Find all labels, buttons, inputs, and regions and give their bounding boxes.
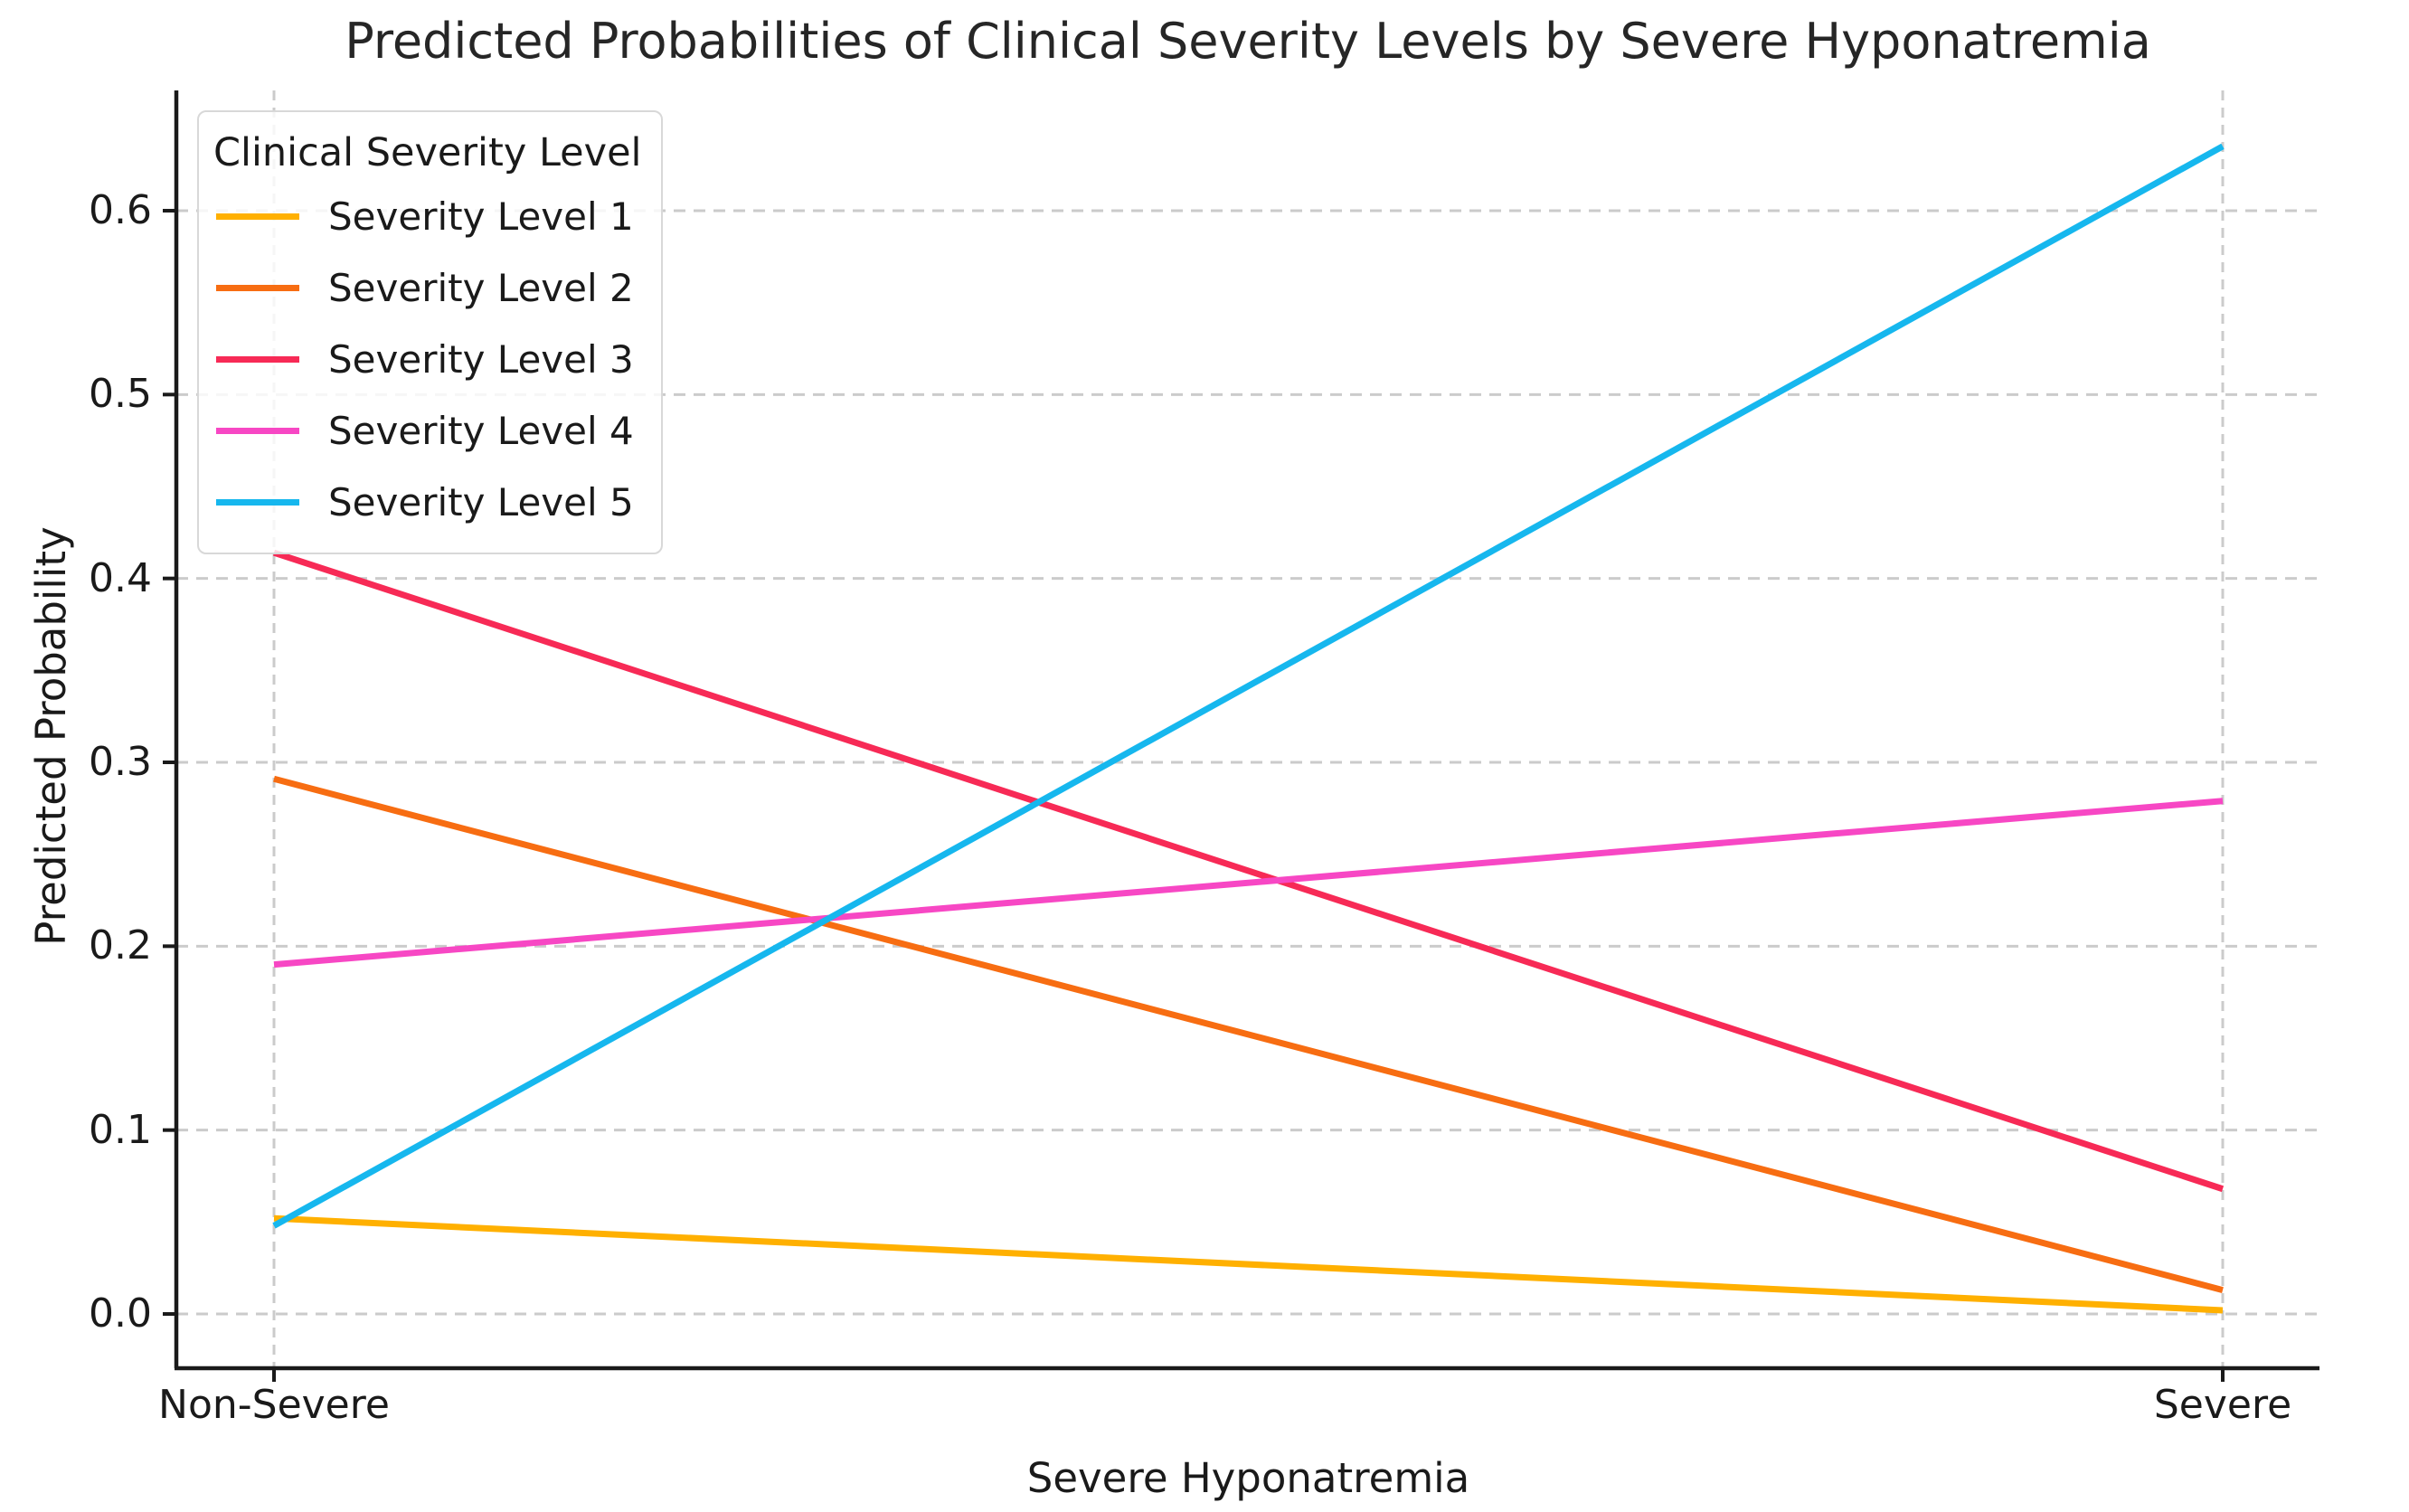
legend-item: Severity Level 4 [199,395,661,467]
legend: Clinical Severity Level Severity Level 1… [197,110,663,554]
legend-swatch-icon [216,213,299,220]
series-line-severity-level-3 [272,549,2225,1193]
y-tick-label: 0.1 [89,1106,152,1153]
x-tick-label: Severe [2153,1382,2292,1428]
legend-item: Severity Level 5 [199,467,661,538]
legend-item-label: Severity Level 3 [328,337,634,382]
legend-item-label: Severity Level 2 [328,266,634,310]
legend-item-label: Severity Level 5 [328,480,634,524]
series-line-severity-level-2 [273,775,2224,1293]
y-tick-label: 0.0 [89,1290,152,1337]
chart-title: Predicted Probabilities of Clinical Seve… [345,13,2151,70]
x-axis-label: Severe Hyponatremia [1026,1454,1470,1502]
y-tick-label: 0.3 [89,738,152,785]
y-tick-label: 0.6 [89,186,152,233]
x-tick-label: Non-Severe [158,1382,390,1428]
y-axis-label: Predicted Probability [27,526,75,946]
legend-title: Clinical Severity Level [213,130,642,175]
legend-swatch-icon [216,356,299,363]
legend-item: Severity Level 2 [199,252,661,324]
series-line-severity-level-1 [273,1214,2224,1314]
y-tick-label: 0.4 [89,554,152,601]
legend-items: Severity Level 1 Severity Level 2 Severity… [199,181,661,538]
legend-item-label: Severity Level 1 [328,194,634,239]
legend-item: Severity Level 1 [199,181,661,252]
series-line-severity-level-4 [273,798,2224,969]
legend-item: Severity Level 3 [199,324,661,395]
y-tick-label: 0.2 [89,922,152,969]
series-line-severity-level-5 [272,143,2225,1229]
legend-swatch-icon [216,285,299,291]
legend-swatch-icon [216,428,299,434]
legend-swatch-icon [216,499,299,506]
legend-item-label: Severity Level 4 [328,409,634,453]
y-tick-label: 0.5 [89,371,152,418]
